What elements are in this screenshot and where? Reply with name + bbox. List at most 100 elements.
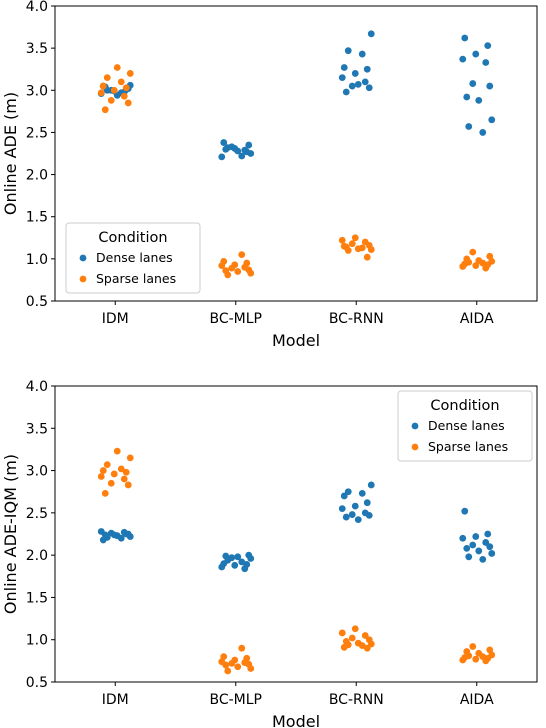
y-tick-label: 0.5 [26, 294, 48, 310]
data-point-sparse [351, 234, 359, 242]
data-point-sparse [340, 643, 348, 651]
data-point-dense [122, 530, 130, 538]
data-point-dense [463, 93, 471, 101]
chart-1: 0.5 1.0 1.5 2.0 2.5 3.0 3.5 4.0 IDM BC-MLP BC-RNN A… [1, 0, 538, 350]
chart-2: 0.5 1.0 1.5 2.0 2.5 3.0 3.5 4.0 IDM BC-MLP BC-RNN A… [1, 379, 538, 728]
data-point-dense [479, 129, 487, 136]
data-point-sparse [107, 479, 115, 487]
data-point-dense [479, 555, 487, 563]
data-point-dense [488, 550, 496, 557]
data-point-dense [228, 554, 236, 562]
data-point-dense [475, 97, 483, 104]
data-point-sparse [238, 644, 246, 652]
data-point-dense [103, 86, 111, 94]
data-point-dense [488, 116, 496, 124]
data-point-sparse [472, 262, 480, 269]
data-point-dense [340, 492, 348, 500]
data-point-sparse [338, 236, 346, 244]
data-point-sparse [122, 84, 130, 92]
data-point-dense [351, 502, 359, 510]
data-point-sparse [224, 271, 232, 279]
data-point-dense [238, 558, 246, 566]
data-point-sparse [110, 86, 118, 94]
data-point-dense [231, 561, 239, 569]
data-point-dense [475, 547, 483, 555]
data-point-sparse [120, 92, 128, 100]
x-axis-label: Model [272, 712, 320, 728]
data-point-dense [358, 490, 366, 497]
data-point-sparse [103, 74, 111, 82]
data-point-sparse [222, 661, 230, 669]
data-point-dense [484, 42, 492, 50]
data-point-dense [228, 143, 236, 151]
data-point-dense [354, 516, 362, 524]
data-point-sparse [122, 468, 130, 476]
data-point-dense [342, 513, 350, 521]
y-tick-label: 1.5 [26, 590, 48, 606]
data-point-dense [238, 152, 246, 160]
data-point-sparse [103, 461, 111, 469]
data-point-sparse [113, 64, 121, 71]
data-point-sparse [117, 78, 125, 86]
data-point-dense [348, 82, 356, 90]
data-point-sparse [363, 644, 371, 652]
data-point-dense [234, 553, 242, 561]
data-point-sparse [348, 240, 356, 248]
legend-entry-dense: Dense lanes [96, 250, 173, 265]
data-point-sparse [120, 475, 128, 483]
x-axis-label: Model [272, 331, 320, 350]
data-point-dense [365, 511, 373, 519]
data-point-sparse [459, 263, 467, 270]
data-point-sparse [344, 247, 352, 254]
data-point-sparse [228, 264, 236, 272]
legend-title: Condition [98, 230, 167, 246]
data-point-sparse [101, 106, 109, 114]
data-point-dense [351, 70, 359, 77]
data-point-sparse [367, 640, 375, 648]
legend-entry-dense: Dense lanes [428, 418, 505, 433]
plot-frame [54, 5, 538, 302]
y-tick-label: 2.0 [26, 548, 48, 564]
x-tick-label: BC-MLP [209, 311, 262, 327]
y-tick-label: 0.5 [26, 675, 48, 691]
data-point-sparse [348, 634, 356, 642]
data-point-dense [218, 153, 226, 161]
data-point-dense [241, 146, 249, 154]
data-point-sparse [238, 251, 246, 259]
data-point-sparse [469, 643, 477, 650]
data-point-dense [218, 563, 226, 571]
data-point-sparse [459, 656, 467, 664]
data-point-sparse [363, 253, 371, 261]
data-point-dense [469, 80, 477, 87]
data-point-dense [245, 141, 253, 149]
data-point-sparse [224, 667, 232, 675]
data-point-dense [459, 534, 467, 542]
data-point-sparse [110, 470, 118, 478]
x-tick-label: AIDA [460, 311, 494, 327]
data-point-dense [469, 541, 477, 549]
data-point-sparse [351, 625, 359, 633]
data-point-dense [220, 139, 228, 146]
y-tick-label: 3.0 [26, 83, 48, 99]
data-point-dense [486, 543, 494, 551]
y-axis-label: Online ADE (m) [1, 92, 20, 215]
y-tick-label: 2.5 [26, 506, 48, 522]
data-point-sparse [124, 481, 132, 489]
data-point-sparse [247, 665, 255, 672]
data-point-dense [338, 505, 346, 513]
data-point-dense [348, 511, 356, 518]
data-point-sparse [99, 467, 107, 474]
x-tick-label: AIDA [460, 692, 494, 708]
legend-title: Condition [430, 398, 499, 414]
data-point-sparse [358, 244, 366, 252]
data-point-dense [484, 530, 492, 538]
data-point-dense [367, 30, 375, 38]
data-point-sparse [338, 629, 346, 637]
data-point-sparse [361, 632, 369, 639]
data-point-sparse [469, 248, 477, 256]
data-point-dense [459, 55, 467, 63]
y-tick-label: 1.0 [26, 252, 48, 268]
x-tick-label: BC-MLP [209, 692, 262, 708]
plot-frame [54, 385, 538, 683]
